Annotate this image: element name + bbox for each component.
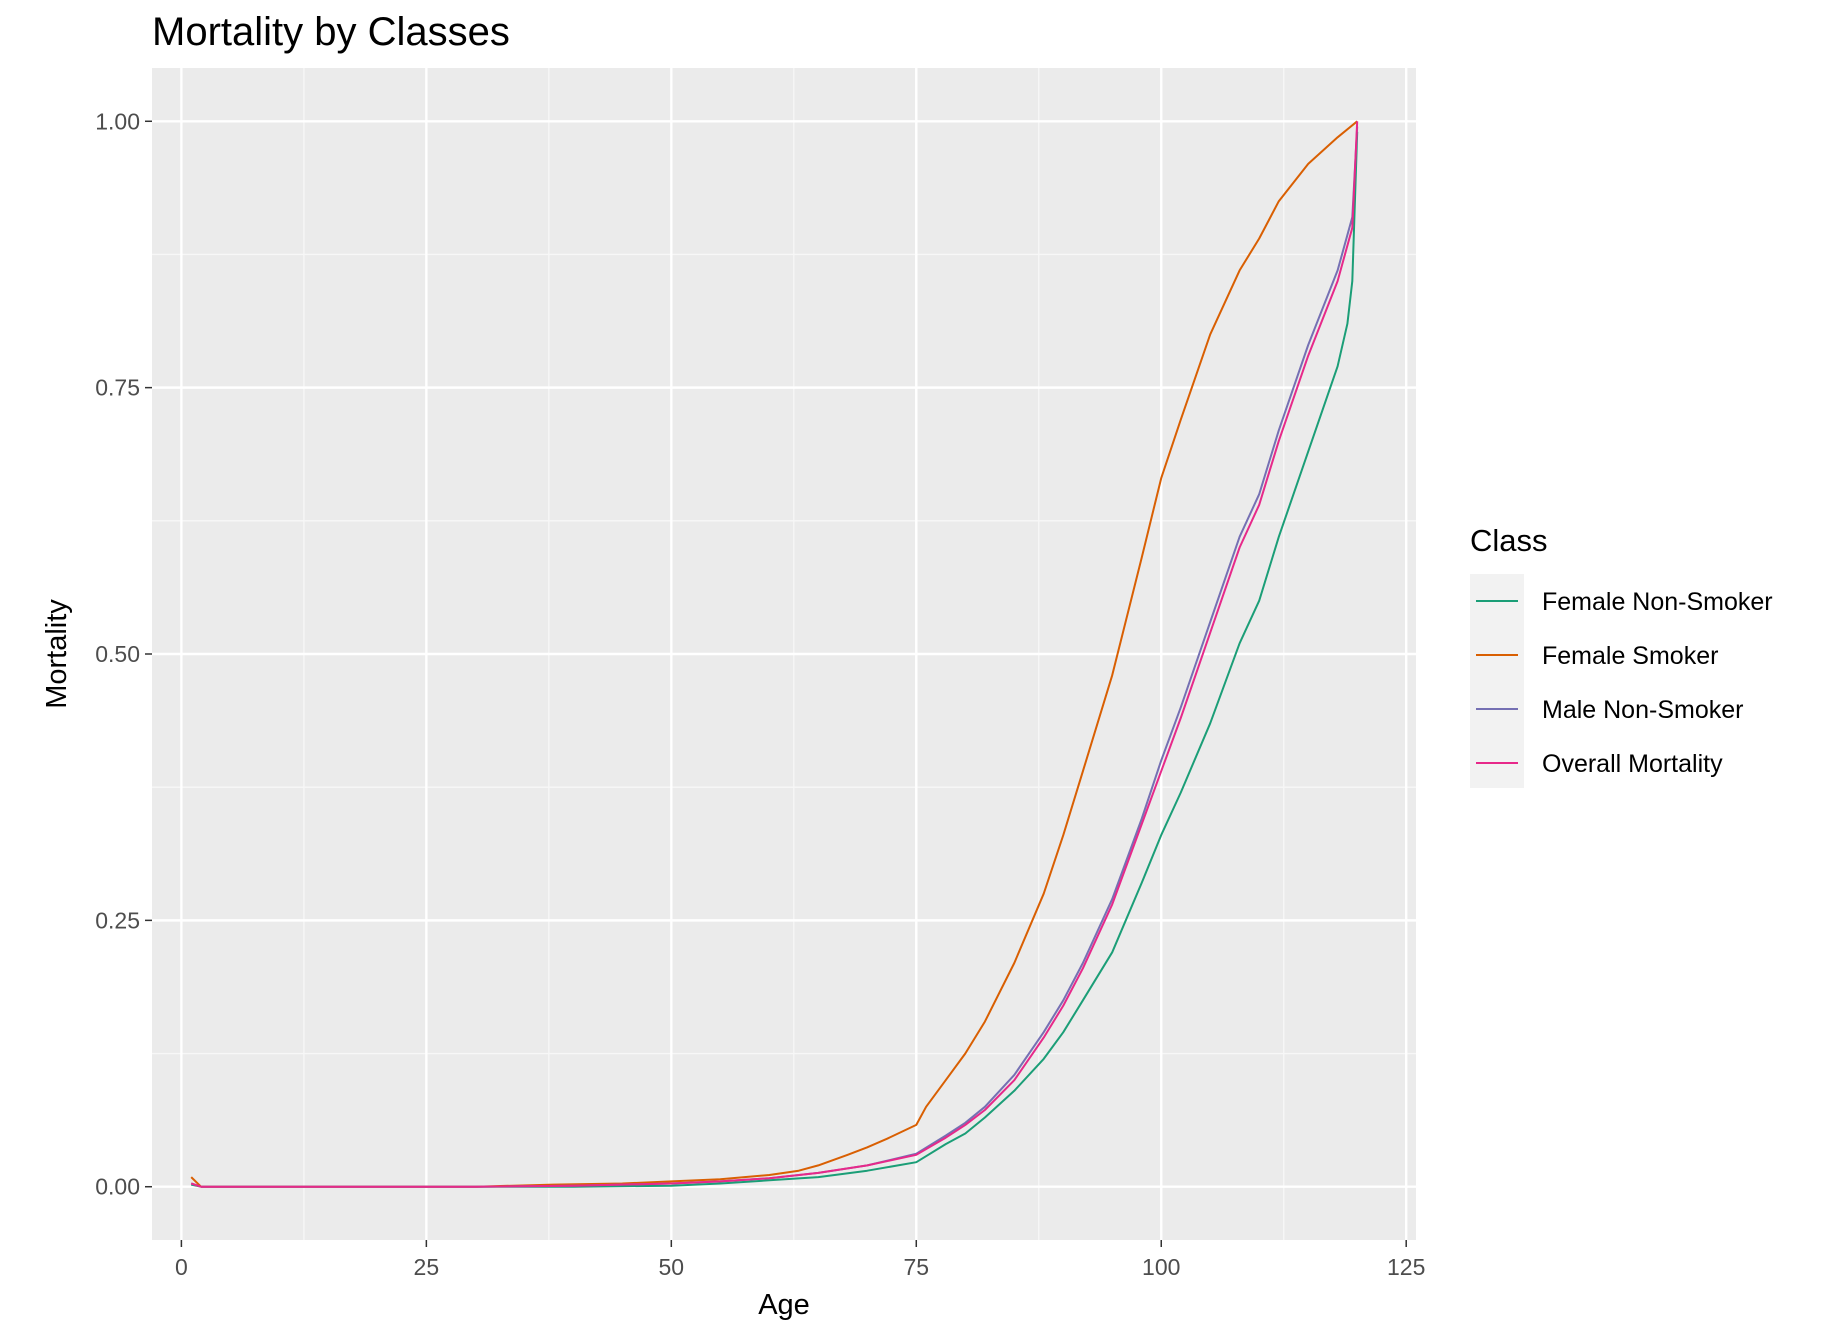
y-axis: 0.00 0.25 0.50 0.75 1.00 — [95, 108, 152, 1200]
legend-label-3: Male Non-Smoker — [1542, 696, 1743, 724]
series-line-2 — [190, 120, 1358, 1188]
series-line-1 — [190, 131, 1359, 1188]
x-tick-label: 125 — [1387, 1254, 1425, 1280]
series-layer — [190, 120, 1359, 1188]
series-line-4 — [190, 121, 1359, 1188]
x-tick-label: 100 — [1142, 1254, 1180, 1280]
x-tick-label: 75 — [903, 1254, 929, 1280]
legend-title: Class — [1470, 523, 1548, 558]
x-tick-label: 0 — [175, 1254, 188, 1280]
y-tick-label: 1.00 — [95, 108, 140, 134]
y-tick-label: 0.25 — [95, 907, 140, 933]
y-axis-title: Mortality — [41, 599, 73, 709]
legend-label-4: Overall Mortality — [1542, 750, 1723, 778]
legend-label-2: Female Smoker — [1542, 642, 1718, 670]
y-tick-label: 0.50 — [95, 641, 140, 667]
legend: Class Female Non-Smoker Female Smoker Male… — [1470, 523, 1773, 788]
y-tick-label: 0.75 — [95, 375, 140, 401]
legend-label-1: Female Non-Smoker — [1542, 588, 1773, 616]
chart-title: Mortality by Classes — [152, 10, 510, 54]
legend-key-background — [1470, 574, 1524, 788]
x-tick-label: 25 — [414, 1254, 440, 1280]
y-tick-label: 0.00 — [95, 1174, 140, 1200]
x-tick-label: 50 — [659, 1254, 685, 1280]
x-axis-title: Age — [758, 1289, 810, 1321]
x-axis: 0 25 50 75 100 125 — [175, 1240, 1425, 1280]
